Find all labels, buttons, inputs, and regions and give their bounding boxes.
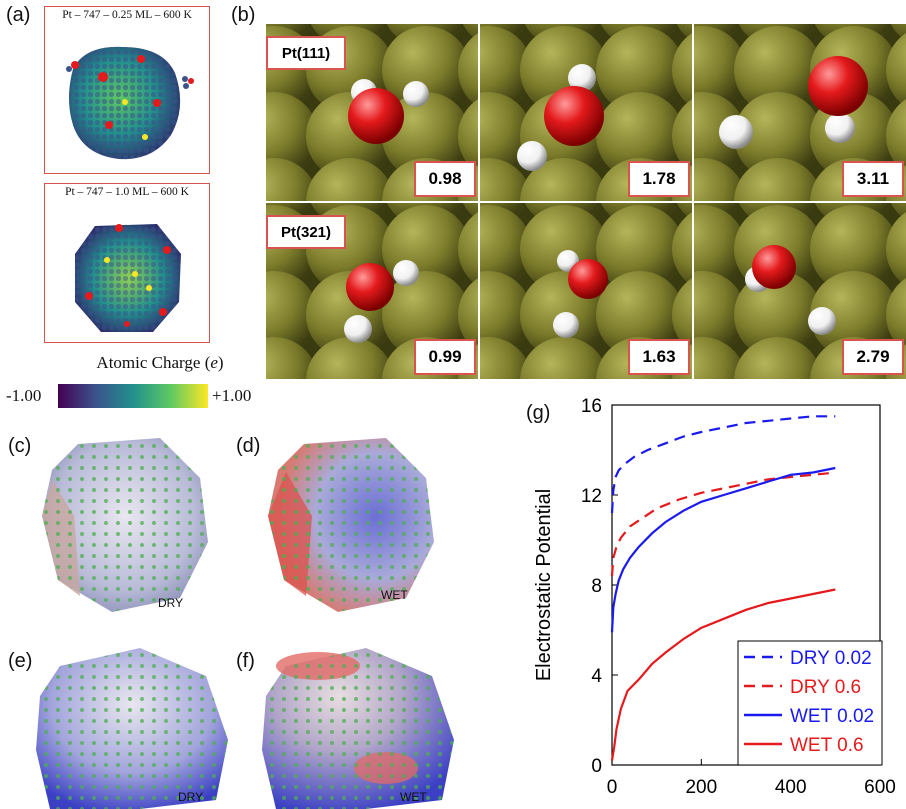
x-tick-label: 600 [864, 777, 896, 798]
nanoparticle-frame-top: Pt – 747 – 0.25 ML – 600 K [44, 6, 210, 174]
oxygen-atom [544, 86, 604, 146]
x-tick-label: 200 [685, 777, 717, 798]
adsorption-tile: 1.78 [480, 24, 692, 201]
panel-label-g: (g) [526, 402, 551, 424]
surface-tag-d: WET [381, 588, 408, 602]
surface-facet-label: Pt(111) [266, 36, 346, 70]
legend-label: WET 0.02 [790, 706, 874, 727]
hydrogen-atom [825, 113, 855, 143]
y-tick-label: 8 [591, 576, 602, 597]
surface-render-c [42, 438, 208, 612]
surface-tag-c: DRY [158, 596, 184, 610]
surface-tag-f: WET [400, 790, 427, 804]
surface-render-f [262, 648, 454, 809]
hydrogen-atom [719, 115, 753, 149]
electrostatic-potential-chart: 04812160200400600Atom NumberElectrostati… [533, 396, 896, 798]
y-tick-label: 0 [591, 756, 602, 777]
nanoparticle-image-top [66, 46, 194, 160]
colorbar-max-label: +1.00 [212, 386, 252, 405]
series-line-wet-0.6 [610, 588, 836, 761]
legend-label: DRY 0.02 [790, 648, 872, 669]
hydrogen-atom [553, 312, 579, 338]
y-tick-label: 12 [581, 486, 602, 507]
hydrogen-atom [517, 141, 547, 171]
adsorption-tile: 3.11 [694, 24, 906, 201]
legend-label: WET 0.6 [790, 735, 864, 756]
series-line-wet-0.02 [610, 466, 836, 633]
nanoparticle-frame-bottom: Pt – 747 – 1.0 ML – 600 K [44, 183, 210, 343]
oxygen-atom [568, 259, 608, 299]
oxygen-atom [346, 263, 394, 311]
adsorption-tile: 2.79 [694, 203, 906, 379]
series-line-dry-0.6 [610, 471, 836, 577]
surface-render-e [36, 648, 228, 809]
distance-value-box: 3.11 [842, 161, 904, 197]
y-axis-label: Electrostatic Potential [533, 489, 555, 681]
oxygen-atom [752, 245, 796, 289]
oxygen-atom [348, 88, 404, 144]
hydrogen-atom [344, 315, 372, 343]
distance-value-box: 2.79 [842, 339, 904, 375]
colorbar-min-label: -1.00 [6, 386, 42, 405]
panel-label-e: (e) [8, 650, 33, 672]
nanoparticle-image-bottom [75, 224, 181, 332]
distance-value-box: 0.98 [414, 161, 476, 197]
x-tick-label: 0 [607, 777, 618, 798]
panel-label-d: (d) [236, 435, 261, 457]
hydrogen-atom [568, 64, 596, 92]
adsorption-tile: 1.63 [480, 203, 692, 379]
y-tick-label: 16 [581, 396, 602, 417]
series-line-dry-0.02 [610, 415, 836, 514]
legend-label: DRY 0.6 [790, 677, 861, 698]
distance-value-box: 1.78 [628, 161, 690, 197]
x-tick-label: 400 [775, 777, 807, 798]
colorbar-title: Atomic Charge (e) [96, 353, 224, 372]
adsorption-tile: 0.98 [266, 24, 478, 201]
oxygen-atom [808, 56, 868, 116]
surface-facet-label: Pt(321) [266, 215, 346, 249]
surface-tag-e: DRY [178, 790, 204, 804]
hydrogen-atom [403, 81, 429, 107]
distance-value-box: 0.99 [414, 339, 476, 375]
distance-value-box: 1.63 [628, 339, 690, 375]
nanoparticle-title-top: Pt – 747 – 0.25 ML – 600 K [62, 9, 192, 21]
panel-label-b: (b) [231, 4, 256, 26]
panel-label-a: (a) [6, 4, 31, 26]
panel-label-f: (f) [236, 650, 255, 672]
y-tick-label: 4 [591, 666, 602, 687]
surface-render-d [268, 438, 434, 612]
colorbar [58, 384, 208, 408]
nanoparticle-title-bottom: Pt – 747 – 1.0 ML – 600 K [65, 186, 189, 198]
hydrogen-atom [808, 307, 836, 335]
panel-label-c: (c) [8, 435, 32, 457]
hydrogen-atom [393, 260, 419, 286]
